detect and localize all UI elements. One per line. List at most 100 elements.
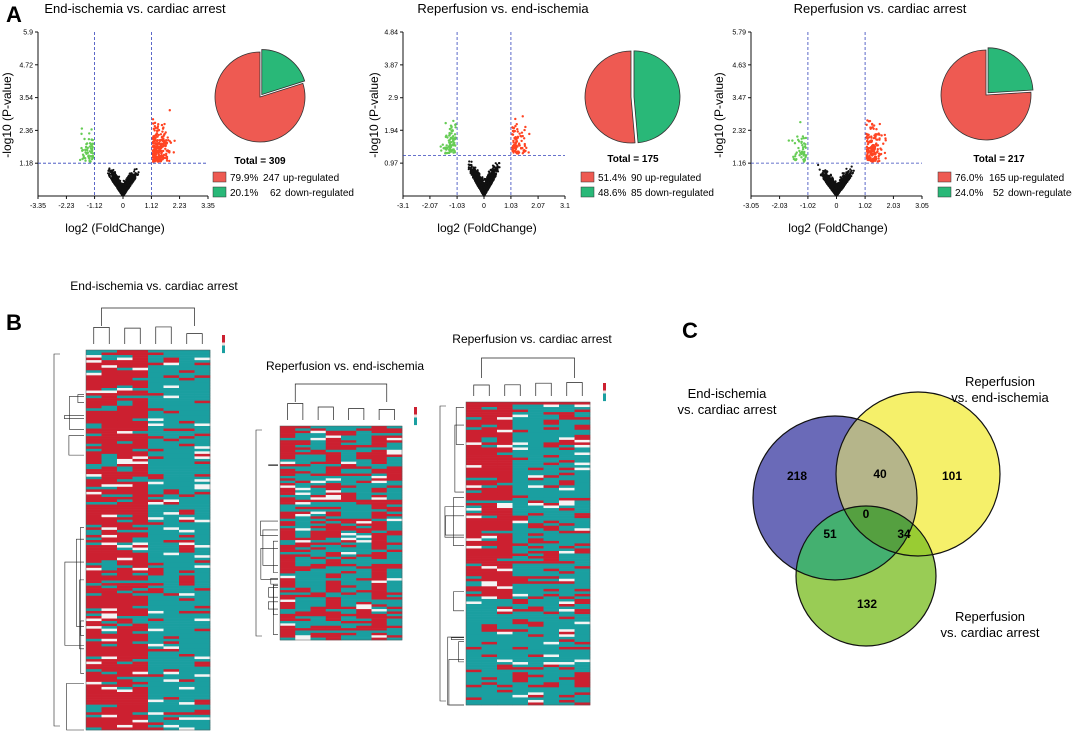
data-point [117, 177, 120, 180]
data-point [494, 162, 497, 165]
data-point [117, 175, 121, 178]
data-point-up [523, 142, 526, 146]
data-point [835, 183, 838, 186]
data-point-down [442, 147, 445, 150]
data-point-down [90, 149, 94, 152]
data-point-down [83, 137, 86, 141]
data-point-down [88, 145, 92, 148]
data-point [470, 168, 473, 171]
data-point-up [153, 158, 157, 162]
data-point-down [87, 155, 90, 158]
data-point-up [512, 126, 516, 130]
data-point-up [522, 137, 526, 140]
data-point-up [156, 156, 159, 159]
data-point-up [165, 155, 169, 159]
data-point-up [866, 142, 870, 146]
data-point-up [878, 122, 882, 126]
data-point-down [81, 157, 84, 161]
data-point [852, 169, 855, 172]
data-point [470, 165, 473, 169]
data-point-up [871, 123, 874, 126]
data-point-down [445, 146, 449, 150]
data-point-up [516, 135, 520, 138]
data-point-up [876, 148, 879, 151]
data-point [851, 172, 854, 175]
data-point-up [522, 149, 526, 152]
data-point [484, 190, 487, 193]
data-point-up [163, 122, 166, 126]
data-point-up [160, 142, 163, 145]
x-tick-label: -3.05 [743, 203, 759, 210]
data-point-up [875, 128, 878, 131]
data-point-up [156, 139, 159, 142]
data-point-up [165, 157, 169, 160]
data-point-up [869, 126, 872, 129]
data-point-down [91, 138, 94, 142]
data-point-up [520, 131, 524, 134]
data-point-up [874, 152, 877, 156]
data-point [109, 173, 113, 176]
data-point [826, 174, 829, 177]
data-point-up [165, 152, 168, 156]
data-point-up [154, 138, 157, 142]
data-point [122, 185, 125, 188]
data-point-down [85, 148, 88, 151]
data-point-down [787, 139, 791, 142]
data-point [831, 186, 835, 189]
data-point-down [446, 151, 450, 155]
volcano-title: Reperfusion vs. end-ischemia [417, 1, 589, 16]
data-point-up [877, 152, 881, 155]
data-point [841, 181, 844, 184]
data-point [479, 181, 482, 184]
data-point [488, 186, 491, 189]
volcano-title: Reperfusion vs. cardiac arrest [794, 1, 967, 16]
data-point [492, 177, 495, 180]
data-point [114, 176, 117, 179]
data-point-up [164, 139, 168, 142]
data-point [115, 183, 119, 186]
data-point-up [154, 153, 157, 157]
data-point-up [162, 154, 165, 157]
volcano-panel-2: Reperfusion vs. end-ischemia -log10 (P-v… [367, 1, 589, 235]
data-point-up [872, 149, 875, 152]
data-point [493, 165, 496, 168]
data-point-up [879, 147, 882, 150]
data-point-down [454, 136, 457, 140]
data-point-down [453, 133, 457, 136]
y-tick-label: 3.54 [19, 95, 33, 102]
panel-label-a: A [6, 2, 22, 27]
x-tick-label: 0 [121, 203, 125, 210]
data-point-up [156, 130, 159, 133]
data-point-up [511, 133, 515, 136]
data-point-up [516, 130, 519, 133]
y-tick-label: 1.16 [732, 161, 746, 168]
data-point-down [450, 126, 453, 129]
data-point-down [449, 144, 452, 147]
data-point [489, 183, 492, 186]
data-point-up [156, 144, 159, 147]
data-point [824, 169, 827, 172]
data-point-up [883, 133, 887, 137]
data-point-down [804, 154, 808, 158]
data-point [133, 173, 136, 176]
data-point-up [876, 138, 879, 141]
data-point-up [877, 157, 880, 160]
volcano-xlabel: log2 (FoldChange) [437, 221, 536, 235]
data-point-up [157, 123, 160, 126]
data-point-up [872, 143, 875, 147]
data-point [495, 168, 499, 172]
data-point-up [151, 145, 154, 148]
x-tick-label: 3.35 [201, 203, 215, 210]
data-point [826, 170, 829, 173]
data-point-up [878, 138, 881, 141]
panel-label-b: B [6, 310, 22, 335]
volcano-plot-area: -3.35 -2.23 -1.12 0 1.12 2.23 3.351.182.363.54… [19, 30, 215, 211]
data-point [496, 165, 499, 168]
volcano-panel-3: Reperfusion vs. cardiac arrest -log10 (P… [712, 1, 967, 235]
data-point [136, 173, 139, 177]
data-point-up [877, 154, 880, 158]
data-point [817, 163, 820, 167]
data-point [491, 171, 494, 174]
y-tick-label: 3.87 [384, 62, 398, 69]
